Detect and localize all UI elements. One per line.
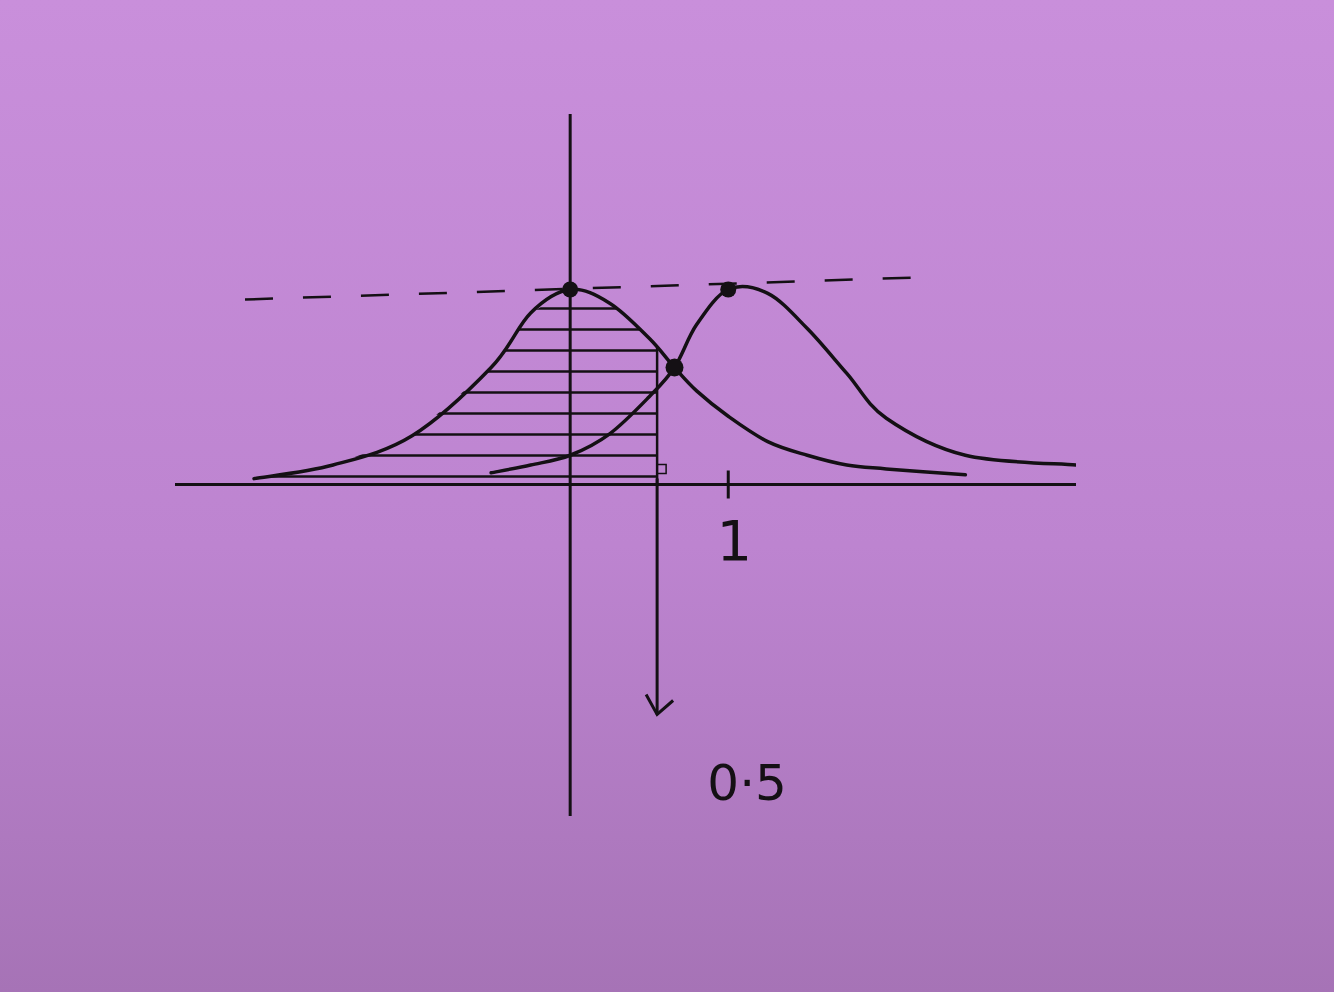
hatch-line [254, 391, 657, 394]
curve [491, 287, 1076, 473]
curve [254, 289, 965, 478]
hatch-line [254, 475, 657, 478]
arrow-head [646, 695, 673, 715]
x-tick [727, 471, 730, 499]
hatch-line [254, 412, 657, 415]
hatch-line [254, 139, 657, 142]
hatch-line [254, 328, 657, 331]
hatch-line [254, 433, 657, 436]
right-angle [657, 465, 666, 474]
hatch-line [254, 244, 657, 247]
peak-marker [562, 282, 578, 298]
chart: 1 0·5 [0, 0, 1334, 992]
x-tick-label: 1 [716, 508, 752, 573]
hatch-line [254, 160, 657, 163]
hatch-line [254, 454, 657, 457]
hatch-line [254, 370, 657, 373]
hatch-line [254, 118, 657, 121]
hatch-line [254, 223, 657, 226]
annotation-label: 0·5 [707, 754, 787, 812]
peak-guide [245, 278, 916, 300]
hatch-line [254, 349, 657, 352]
hatch-line [254, 307, 657, 310]
plot-group [254, 120, 1076, 485]
hatch-line [254, 265, 657, 268]
intersection-marker [666, 359, 684, 377]
hatch-line [254, 202, 657, 205]
annotation-arrow [656, 479, 659, 715]
hatch-line [254, 181, 657, 184]
x-axis [175, 483, 1076, 486]
y-axis [569, 114, 572, 816]
